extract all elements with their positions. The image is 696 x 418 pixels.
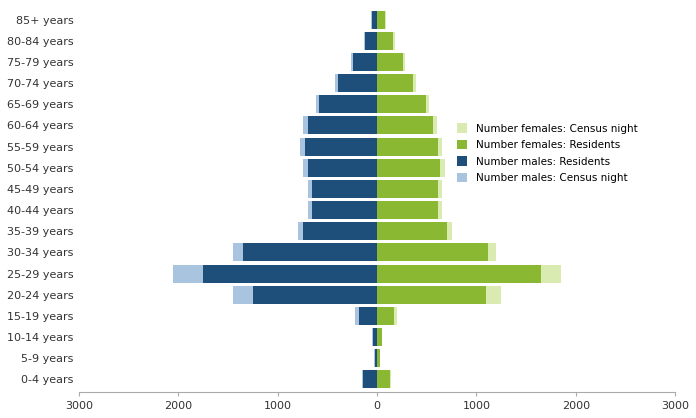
- Bar: [377, 32, 393, 50]
- Bar: [233, 286, 377, 304]
- Bar: [374, 349, 377, 367]
- Bar: [315, 95, 377, 113]
- Bar: [377, 328, 381, 346]
- Bar: [308, 180, 377, 198]
- Bar: [354, 53, 377, 71]
- Bar: [377, 95, 426, 113]
- Bar: [377, 53, 405, 71]
- Bar: [173, 265, 377, 283]
- Bar: [377, 243, 489, 261]
- Bar: [243, 243, 377, 261]
- Bar: [335, 74, 377, 92]
- Bar: [377, 243, 496, 261]
- Bar: [319, 95, 377, 113]
- Bar: [377, 201, 442, 219]
- Bar: [365, 32, 377, 50]
- Bar: [377, 138, 442, 155]
- Bar: [377, 370, 391, 388]
- Bar: [377, 74, 413, 92]
- Bar: [203, 265, 377, 283]
- Bar: [303, 117, 377, 135]
- Bar: [377, 286, 487, 304]
- Bar: [377, 222, 452, 240]
- Bar: [253, 286, 377, 304]
- Bar: [377, 10, 385, 28]
- Bar: [372, 328, 377, 346]
- Bar: [377, 265, 541, 283]
- Bar: [338, 74, 377, 92]
- Bar: [377, 307, 397, 325]
- Bar: [377, 74, 416, 92]
- Bar: [377, 138, 438, 155]
- Bar: [374, 349, 377, 367]
- Bar: [363, 370, 377, 388]
- Bar: [377, 10, 386, 28]
- Bar: [308, 201, 377, 219]
- Bar: [372, 328, 377, 346]
- Bar: [303, 159, 377, 177]
- Bar: [308, 117, 377, 135]
- Bar: [377, 180, 438, 198]
- Bar: [377, 117, 433, 135]
- Bar: [351, 53, 377, 71]
- Bar: [377, 159, 440, 177]
- Bar: [377, 307, 394, 325]
- Bar: [303, 222, 377, 240]
- Bar: [377, 201, 438, 219]
- Bar: [377, 180, 442, 198]
- Bar: [308, 159, 377, 177]
- Bar: [364, 32, 377, 50]
- Bar: [359, 307, 377, 325]
- Bar: [298, 222, 377, 240]
- Bar: [312, 201, 377, 219]
- Bar: [377, 328, 382, 346]
- Bar: [377, 286, 501, 304]
- Bar: [377, 159, 445, 177]
- Bar: [305, 138, 377, 155]
- Legend: Number females: Census night, Number females: Residents, Number males: Residents: Number females: Census night, Number fem…: [454, 120, 640, 186]
- Bar: [299, 138, 377, 155]
- Bar: [312, 180, 377, 198]
- Bar: [233, 243, 377, 261]
- Bar: [377, 95, 429, 113]
- Bar: [377, 222, 447, 240]
- Bar: [377, 349, 379, 367]
- Bar: [377, 370, 390, 388]
- Bar: [377, 53, 403, 71]
- Bar: [377, 32, 395, 50]
- Bar: [377, 265, 561, 283]
- Bar: [371, 10, 377, 28]
- Bar: [362, 370, 377, 388]
- Bar: [355, 307, 377, 325]
- Bar: [377, 117, 436, 135]
- Bar: [377, 349, 380, 367]
- Bar: [372, 10, 377, 28]
